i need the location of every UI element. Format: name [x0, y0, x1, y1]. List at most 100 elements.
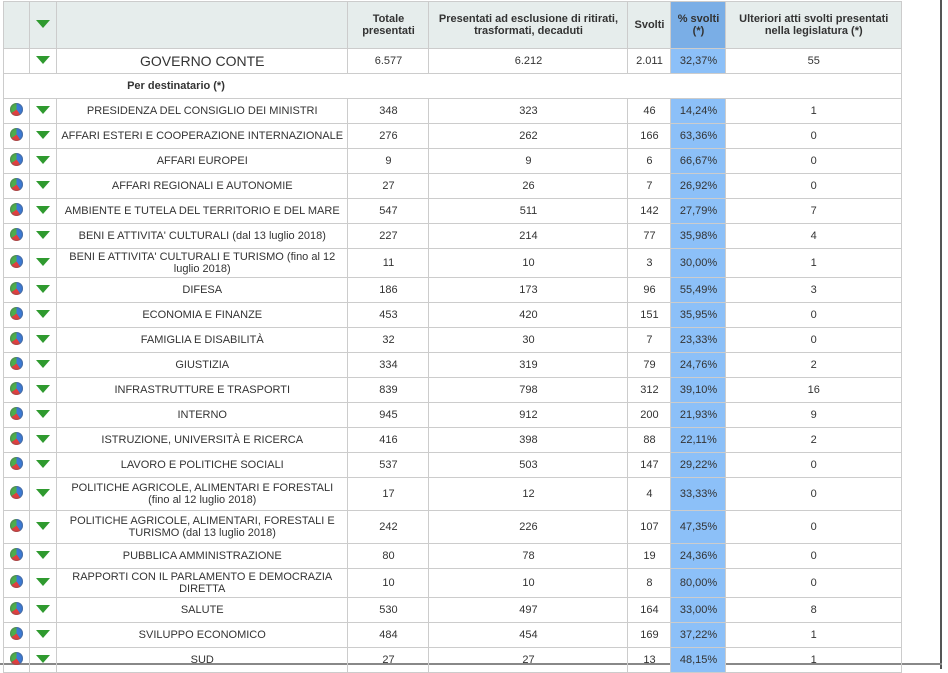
chart-cell[interactable] [3, 477, 30, 511]
chart-cell[interactable] [3, 198, 30, 224]
expand-cell[interactable] [29, 510, 57, 544]
cell-svolti: 107 [627, 510, 672, 544]
pie-chart-icon[interactable] [10, 486, 23, 499]
triangle-down-icon[interactable] [36, 360, 50, 368]
triangle-down-icon[interactable] [36, 630, 50, 638]
chart-cell[interactable] [3, 510, 30, 544]
expand-cell[interactable] [29, 352, 57, 378]
expand-cell[interactable] [29, 98, 57, 124]
triangle-down-icon[interactable] [36, 435, 50, 443]
expand-cell[interactable] [29, 402, 57, 428]
pie-chart-icon[interactable] [10, 457, 23, 470]
triangle-down-icon[interactable] [36, 522, 50, 530]
triangle-down-icon[interactable] [36, 258, 50, 266]
expand-cell[interactable] [29, 597, 57, 623]
triangle-down-icon[interactable] [36, 131, 50, 139]
pie-chart-icon[interactable] [10, 307, 23, 320]
expand-cell[interactable] [29, 248, 57, 278]
triangle-down-icon[interactable] [36, 605, 50, 613]
chart-cell[interactable] [3, 543, 30, 569]
triangle-down-icon[interactable] [36, 106, 50, 114]
pie-chart-icon[interactable] [10, 103, 23, 116]
chart-cell[interactable] [3, 377, 30, 403]
pie-chart-icon[interactable] [10, 519, 23, 532]
chart-cell[interactable] [3, 277, 30, 303]
pie-chart-icon[interactable] [10, 407, 23, 420]
pie-chart-icon[interactable] [10, 432, 23, 445]
pie-chart-icon[interactable] [10, 153, 23, 166]
triangle-down-icon[interactable] [36, 335, 50, 343]
expand-cell[interactable] [29, 173, 57, 199]
expand-cell[interactable] [29, 543, 57, 569]
chart-cell[interactable] [3, 327, 30, 353]
triangle-down-icon[interactable] [36, 285, 50, 293]
pie-chart-icon[interactable] [10, 575, 23, 588]
pie-chart-icon[interactable] [10, 548, 23, 561]
chart-cell[interactable] [3, 568, 30, 598]
pie-chart-icon[interactable] [10, 602, 23, 615]
pie-chart-icon[interactable] [10, 627, 23, 640]
cell-pct: 24,36% [670, 543, 727, 569]
chart-cell[interactable] [3, 98, 30, 124]
chart-cell[interactable] [3, 622, 30, 648]
triangle-down-icon[interactable] [36, 181, 50, 189]
pie-chart-icon[interactable] [10, 203, 23, 216]
triangle-down-icon[interactable] [36, 410, 50, 418]
expand-cell[interactable] [29, 198, 57, 224]
triangle-down-icon[interactable] [36, 310, 50, 318]
pie-chart-icon[interactable] [10, 228, 23, 241]
chart-cell[interactable] [3, 402, 30, 428]
header-presentati[interactable]: Presentati ad esclusione di ritirati, tr… [428, 1, 629, 49]
triangle-down-icon[interactable] [36, 206, 50, 214]
expand-cell[interactable] [29, 123, 57, 149]
triangle-down-icon[interactable] [36, 460, 50, 468]
triangle-down-icon[interactable] [36, 489, 50, 497]
pie-chart-icon[interactable] [10, 652, 23, 665]
chart-cell[interactable] [3, 248, 30, 278]
expand-cell[interactable] [29, 223, 57, 249]
chart-cell[interactable] [3, 452, 30, 478]
triangle-down-icon[interactable] [36, 578, 50, 586]
header-svolti[interactable]: Svolti [627, 1, 672, 49]
header-totale[interactable]: Totale presentati [347, 1, 430, 49]
triangle-down-icon[interactable] [36, 156, 50, 164]
expand-cell[interactable] [29, 427, 57, 453]
table-row: BENI E ATTIVITA' CULTURALI E TURISMO (fi… [3, 248, 902, 278]
chart-cell[interactable] [3, 173, 30, 199]
pie-chart-icon[interactable] [10, 332, 23, 345]
chart-cell[interactable] [3, 123, 30, 149]
chart-cell[interactable] [3, 223, 30, 249]
cell-totale: 547 [347, 198, 430, 224]
triangle-down-icon[interactable] [36, 56, 50, 64]
pie-chart-icon[interactable] [10, 178, 23, 191]
pie-chart-icon[interactable] [10, 255, 23, 268]
expand-cell[interactable] [29, 302, 57, 328]
cell-presentati: 226 [428, 510, 629, 544]
expand-cell[interactable] [29, 452, 57, 478]
chart-cell[interactable] [3, 597, 30, 623]
triangle-down-icon[interactable] [36, 231, 50, 239]
triangle-down-icon[interactable] [36, 20, 50, 28]
expand-cell[interactable] [29, 622, 57, 648]
pie-chart-icon[interactable] [10, 128, 23, 141]
expand-cell[interactable] [29, 568, 57, 598]
chart-cell[interactable] [3, 148, 30, 174]
pie-chart-icon[interactable] [10, 357, 23, 370]
chart-cell[interactable] [3, 352, 30, 378]
expand-cell[interactable] [29, 377, 57, 403]
pie-chart-icon[interactable] [10, 282, 23, 295]
triangle-down-icon[interactable] [36, 385, 50, 393]
expand-cell[interactable] [29, 327, 57, 353]
header-expand[interactable] [29, 1, 57, 49]
header-pct-svolti[interactable]: % svolti (*) [670, 1, 727, 49]
pie-chart-icon[interactable] [10, 382, 23, 395]
expand-cell[interactable] [29, 148, 57, 174]
expand-cell[interactable] [29, 477, 57, 511]
chart-cell[interactable] [3, 302, 30, 328]
expand-cell[interactable] [29, 277, 57, 303]
expand-cell[interactable] [29, 48, 57, 74]
chart-cell[interactable] [3, 427, 30, 453]
header-ulteriori[interactable]: Ulteriori atti svolti presentati nella l… [725, 1, 902, 49]
triangle-down-icon[interactable] [36, 551, 50, 559]
triangle-down-icon[interactable] [36, 655, 50, 663]
